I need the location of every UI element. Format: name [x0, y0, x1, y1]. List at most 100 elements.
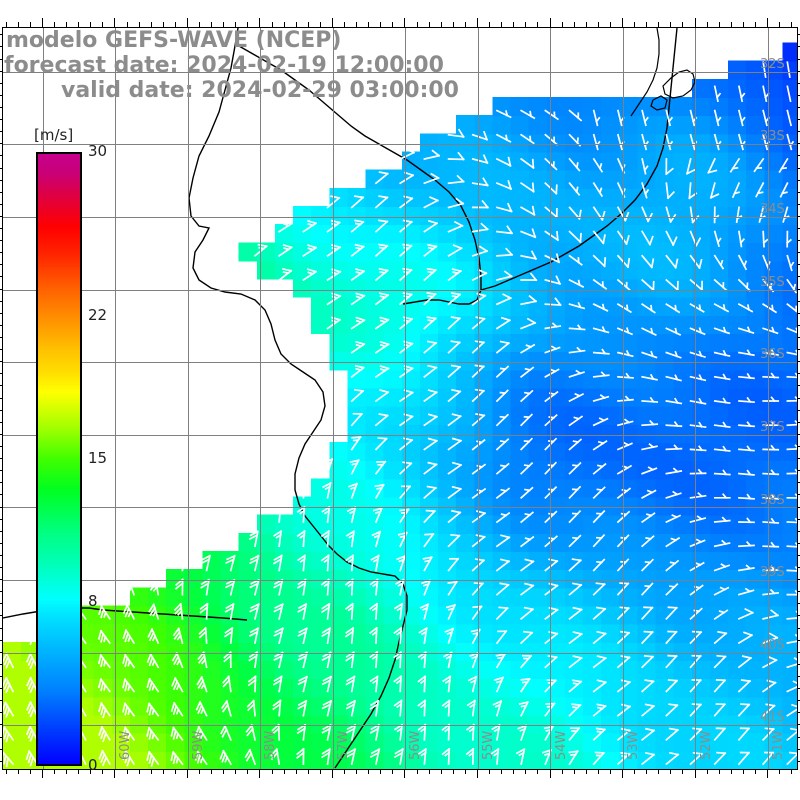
tick-lon	[235, 22, 237, 27]
tick-lat	[0, 458, 2, 459]
tick-lat	[0, 615, 2, 617]
tick-lat	[0, 191, 2, 193]
tick-lon	[307, 769, 309, 774]
tick-lat	[797, 445, 800, 447]
tick-lon	[5, 22, 7, 27]
tick-lat	[797, 591, 800, 593]
right-tick-rail	[797, 27, 800, 768]
tick-lat	[0, 155, 2, 157]
tick-lon	[404, 18, 406, 27]
tick-lat	[0, 240, 2, 242]
tick-lat	[0, 518, 2, 520]
tick-lat	[0, 82, 2, 84]
lat-label: 36S	[760, 347, 785, 363]
tick-lat	[797, 579, 800, 581]
gridline-lon	[333, 28, 334, 769]
tick-lon	[54, 769, 55, 774]
tick-lat	[797, 131, 800, 133]
tick-lat	[0, 627, 2, 629]
tick-lon	[464, 769, 466, 774]
tick-lat	[0, 94, 2, 96]
colorbar[interactable]: [m/s] 30 22 15 8 0	[34, 126, 107, 774]
tick-lon	[706, 22, 708, 27]
lat-label: 41S	[760, 710, 785, 726]
tick-lon	[41, 769, 43, 778]
tick-lon	[622, 18, 623, 27]
tick-lon	[646, 22, 648, 27]
tick-lat	[0, 433, 2, 435]
colorbar-tick-22: 22	[88, 305, 108, 324]
tick-lon	[706, 769, 708, 774]
colorbar-tick-8: 8	[88, 592, 98, 611]
map-plot-area[interactable]	[3, 28, 797, 769]
tick-lon	[476, 18, 478, 27]
map-frame[interactable]	[2, 27, 798, 770]
tick-lon	[247, 769, 249, 774]
tick-lat	[0, 34, 2, 36]
gridline-lat	[3, 290, 797, 291]
tick-lon	[368, 769, 370, 774]
tick-lat	[0, 603, 2, 605]
tick-lon	[440, 22, 442, 27]
tick-lat	[797, 215, 800, 217]
tick-lon	[331, 18, 333, 27]
tick-lon	[694, 769, 696, 778]
plot-title-block: modelo GEFS-WAVE (NCEP) forecast date: 2…	[0, 28, 520, 103]
tick-lat	[0, 736, 2, 738]
tick-lon	[174, 769, 176, 774]
tick-lon	[670, 769, 672, 774]
tick-lat	[0, 409, 2, 411]
tick-lon	[174, 22, 176, 27]
tick-lon	[452, 22, 454, 27]
tick-lon	[658, 22, 660, 27]
tick-lon	[29, 22, 31, 27]
gridline-lat	[3, 72, 797, 73]
tick-lon	[476, 769, 478, 778]
gridline-lon	[768, 28, 769, 769]
tick-lat	[797, 46, 800, 48]
tick-lon	[392, 22, 394, 27]
tick-lat	[797, 748, 800, 750]
tick-lon	[247, 22, 249, 27]
tick-lon	[186, 769, 188, 778]
tick-lon	[428, 22, 430, 27]
tick-lon	[102, 769, 104, 774]
colorbar-tick-15: 15	[88, 449, 108, 467]
tick-lat	[0, 312, 2, 314]
tick-lon	[331, 769, 333, 778]
tick-lon	[90, 769, 92, 774]
tick-lat	[0, 712, 2, 714]
tick-lon	[162, 22, 164, 27]
tick-lon	[102, 22, 104, 27]
lat-label: 38S	[760, 492, 785, 508]
tick-lon	[489, 769, 490, 774]
tick-lon	[597, 769, 599, 774]
tick-lon	[634, 769, 636, 774]
lon-label: 52W	[698, 730, 714, 760]
tick-lon	[162, 769, 164, 774]
tick-lat	[0, 215, 2, 217]
tick-lon	[742, 769, 744, 774]
tick-lon	[682, 22, 684, 27]
tick-lon	[573, 22, 575, 27]
tick-lon	[452, 769, 454, 774]
tick-lon	[791, 22, 793, 27]
tick-lat	[797, 300, 800, 302]
tick-lon	[126, 22, 128, 27]
tick-lat	[797, 228, 800, 229]
tick-lon	[767, 769, 768, 778]
tick-lon	[718, 769, 720, 774]
tick-lat	[797, 651, 800, 653]
tick-lat	[0, 542, 2, 544]
tick-lat	[797, 373, 800, 375]
gridline-lon	[260, 28, 261, 769]
tick-lat	[797, 361, 800, 363]
tick-lon	[501, 769, 503, 774]
tick-lon	[622, 769, 623, 778]
tick-lon	[561, 769, 563, 774]
tick-lon	[78, 769, 80, 774]
top-tick-rail	[2, 18, 796, 27]
gridline-lat	[3, 507, 797, 508]
tick-lat	[0, 349, 2, 351]
colorbar-tick-0: 0	[88, 756, 98, 774]
